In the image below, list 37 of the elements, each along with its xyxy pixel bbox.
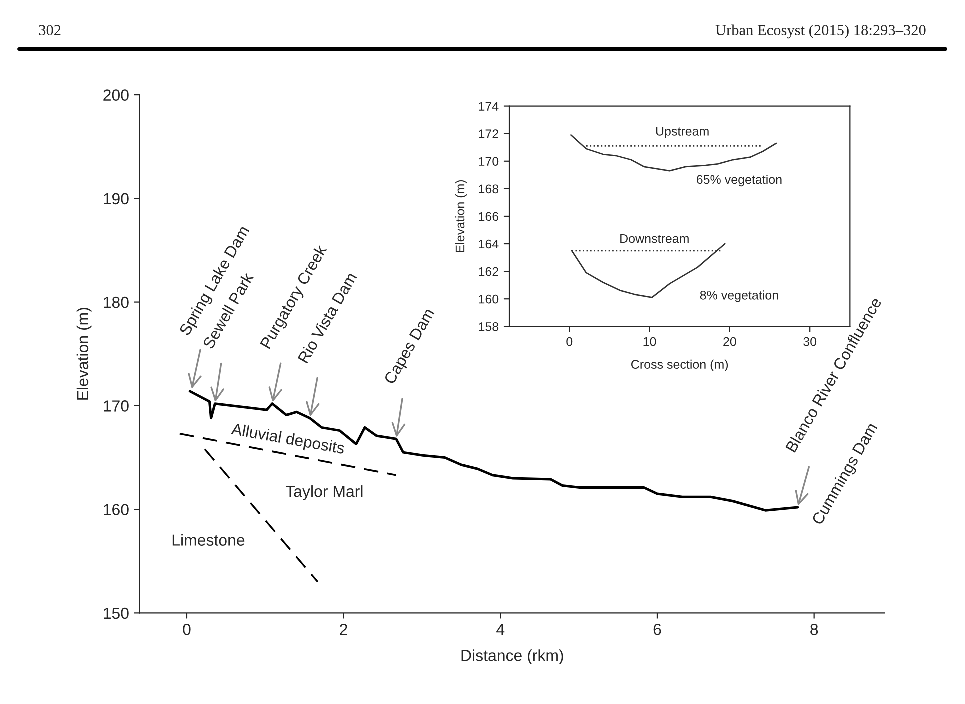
x-tick-label: 0 [183,624,191,636]
y-tick-label: 190 [104,193,129,205]
x-tick-label: 30 [804,337,817,346]
y-tick-label: 168 [479,184,499,194]
y-axis-title: Elevation (m) [455,180,468,252]
y-tick-label: 164 [479,240,499,249]
y-tick-label: 172 [479,130,498,138]
y-tick-label: 200 [104,90,129,101]
y-tick-label: 162 [479,267,498,276]
annotation: 8% vegetation [700,290,778,302]
annotation: Taylor Marl [286,486,363,500]
x-tick-label: 0 [566,337,573,346]
x-tick-label: 20 [724,337,736,346]
x-axis-title: Distance (rkm) [462,650,564,664]
annotation: Limestone [172,534,245,546]
y-tick-label: 180 [104,296,129,308]
text: Urban Ecosyst (2015) 18:293–320 [716,24,926,39]
y-tick-label: 174 [479,102,499,111]
y-tick-label: 170 [104,400,129,412]
y-tick-label: 170 [479,157,499,166]
y-tick-label: 160 [104,504,129,516]
x-tick-label: 10 [644,337,656,346]
x-tick-label: 6 [654,624,662,636]
y-tick-label: 150 [104,608,129,620]
y-tick-label: 166 [479,212,499,222]
text: 302 [39,25,61,36]
annotation: Downstream [620,234,689,244]
y-tick-label: 160 [479,294,499,304]
annotation: Alluvial deposits [230,422,346,458]
x-tick-label: 8 [810,624,818,636]
x-axis-title: Cross section (m) [632,360,728,372]
y-tick-label: 158 [479,322,499,332]
x-tick-label: 4 [496,624,505,636]
annotation: Upstream [656,127,709,138]
annotation: 65% vegetation [697,174,782,187]
y-axis-title: Elevation (m) [76,308,92,400]
x-tick-label: 2 [340,624,348,636]
